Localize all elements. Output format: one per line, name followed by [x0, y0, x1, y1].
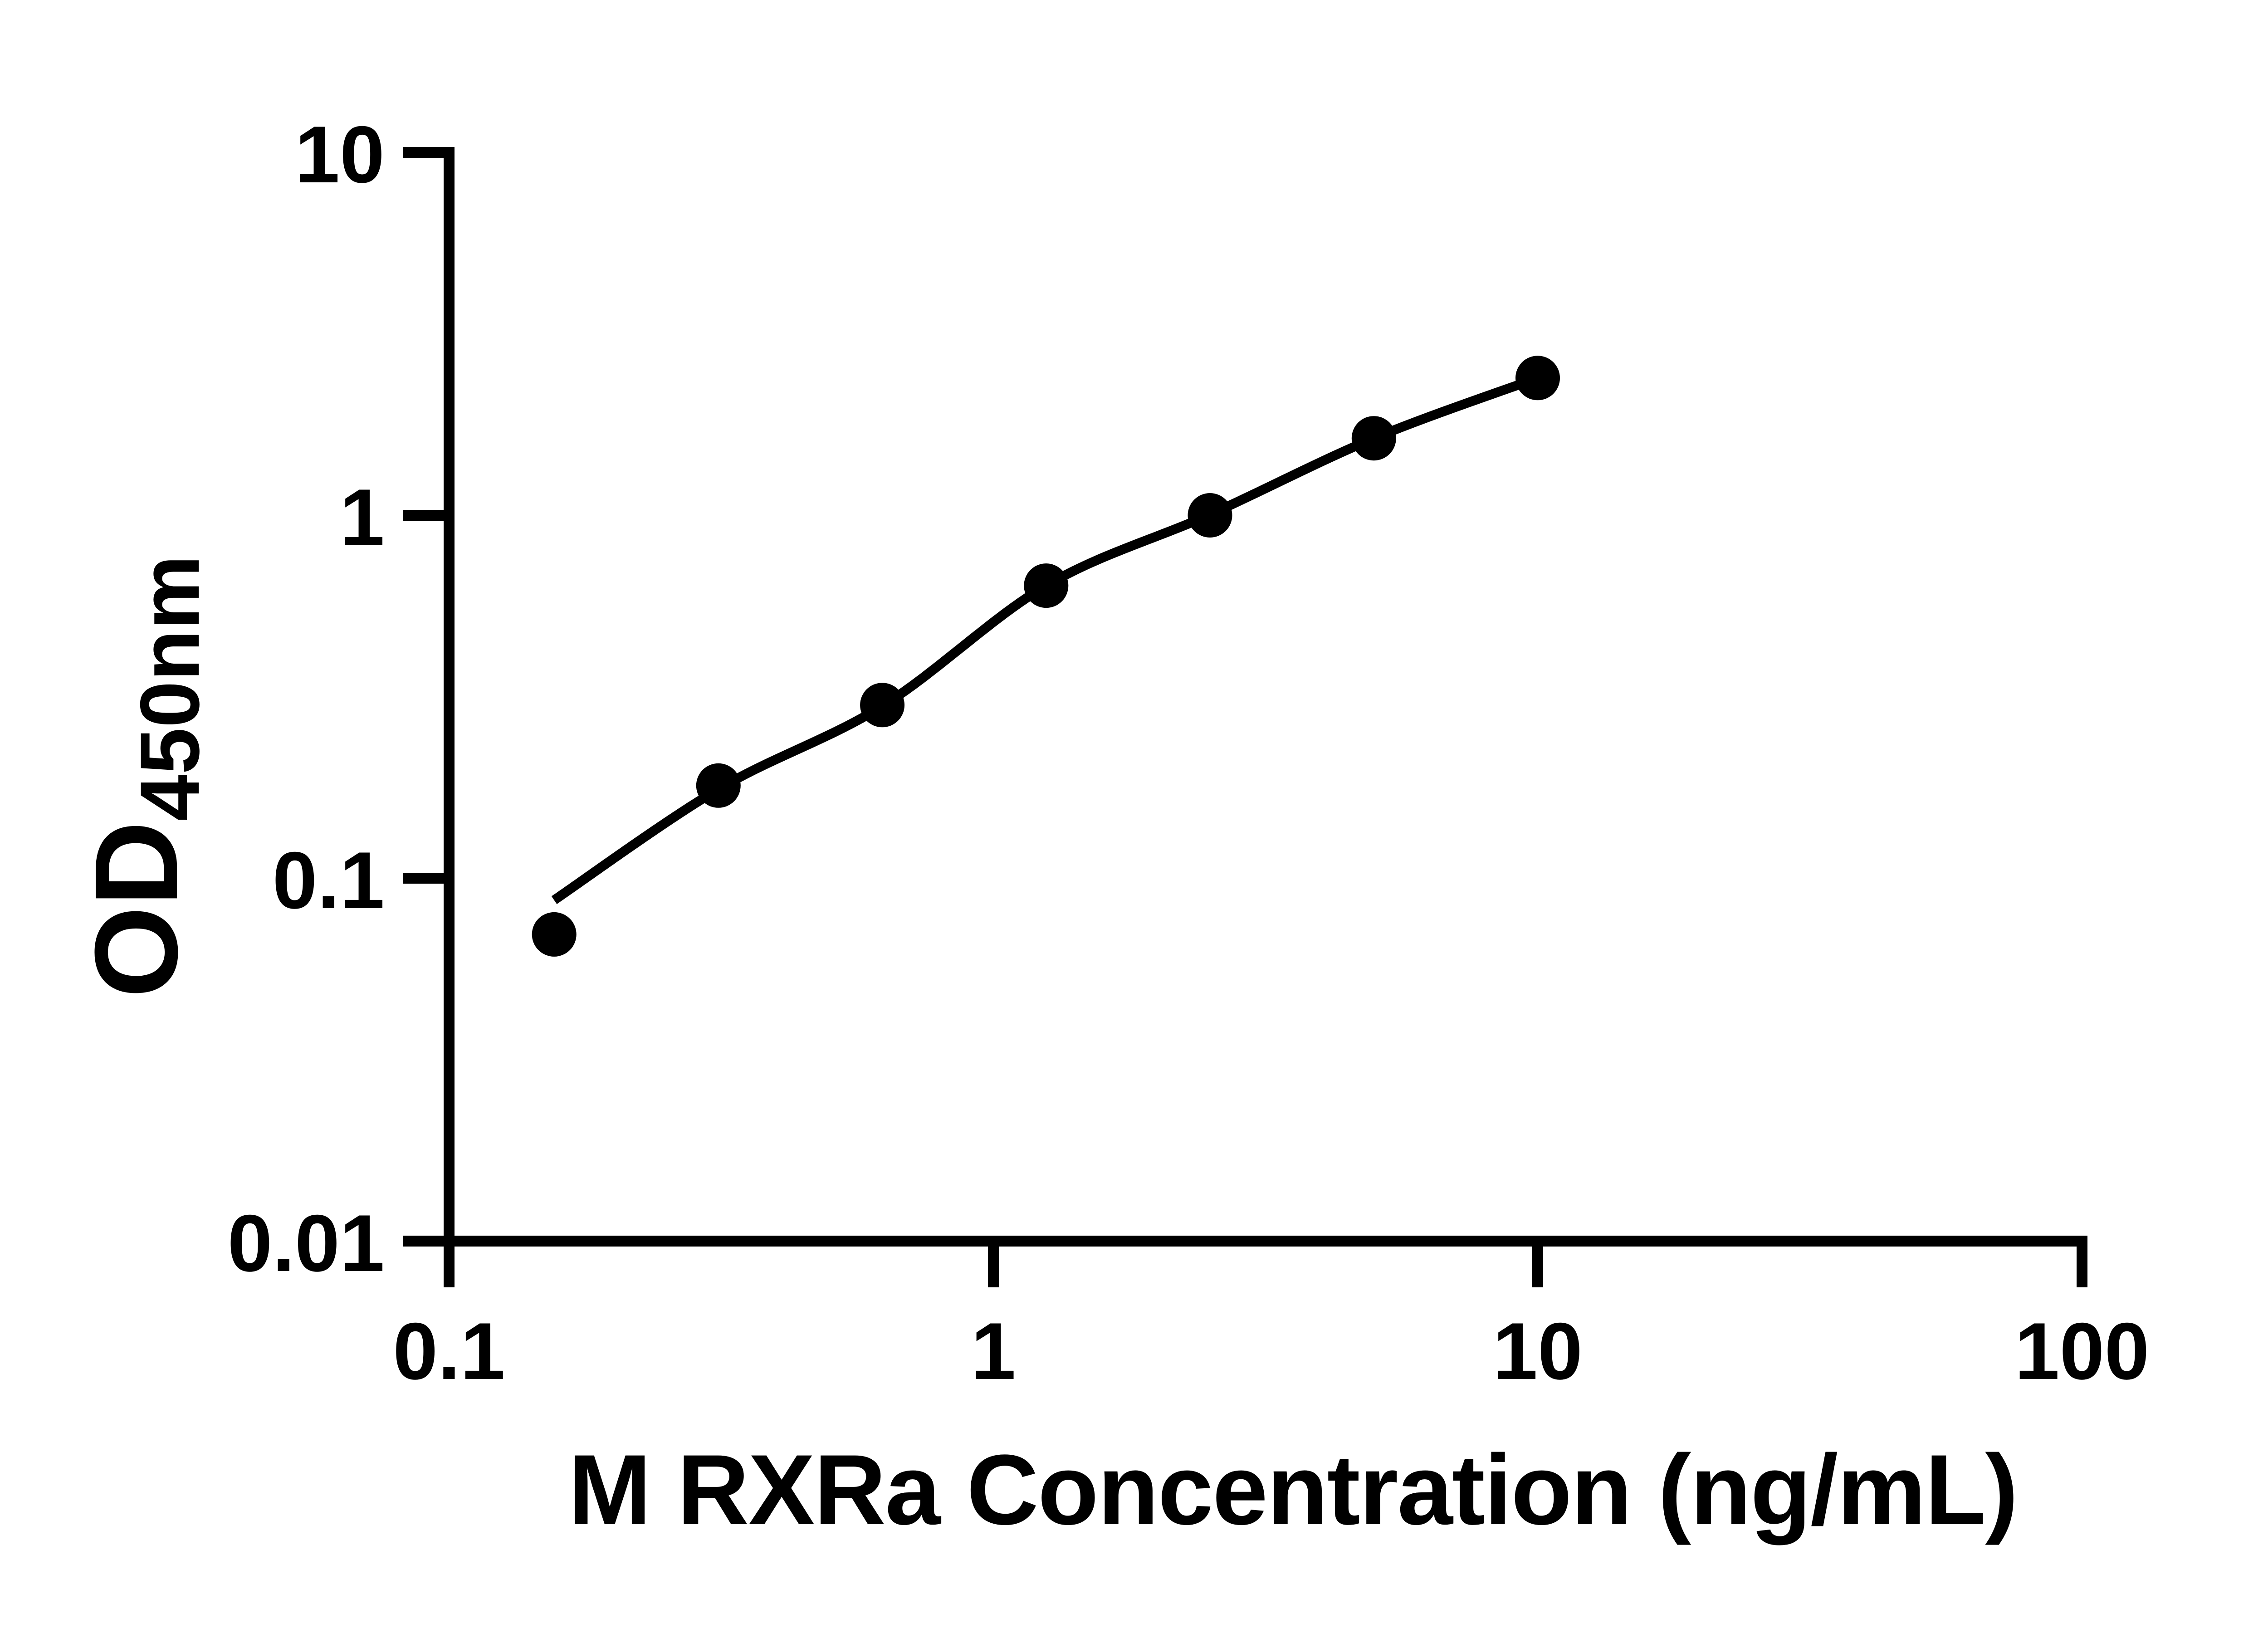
data-point — [860, 683, 905, 728]
data-point — [696, 763, 741, 808]
data-points-group — [532, 356, 1560, 957]
data-point — [1351, 416, 1396, 461]
y-tick-label: 1 — [340, 472, 385, 562]
data-point — [1024, 563, 1069, 608]
x-tick-label: 10 — [1493, 1306, 1583, 1396]
fit-curve-group — [551, 373, 1540, 905]
data-point — [1515, 356, 1560, 401]
y-axis-title-main: OD — [71, 821, 202, 998]
fit-curve — [551, 373, 1540, 905]
data-point — [1188, 493, 1232, 538]
y-tick-label: 10 — [295, 109, 385, 200]
x-tick-label: 1 — [971, 1306, 1016, 1396]
x-axis-ticks: 0.1 1 10 100 — [393, 1241, 2150, 1396]
y-tick-label: 0.1 — [273, 835, 385, 925]
y-axis-ticks: 10 1 0.1 0.01 — [228, 109, 449, 1288]
x-tick-label: 100 — [2015, 1306, 2150, 1396]
x-tick-label: 0.1 — [393, 1306, 505, 1396]
y-tick-label: 0.01 — [228, 1198, 385, 1288]
data-point — [532, 912, 577, 957]
y-axis-title: OD450nm — [71, 555, 217, 998]
x-axis-title: M RXRa Concentration (ng/mL) — [568, 1434, 2017, 1545]
y-axis-title-subscript: 450nm — [123, 555, 217, 821]
